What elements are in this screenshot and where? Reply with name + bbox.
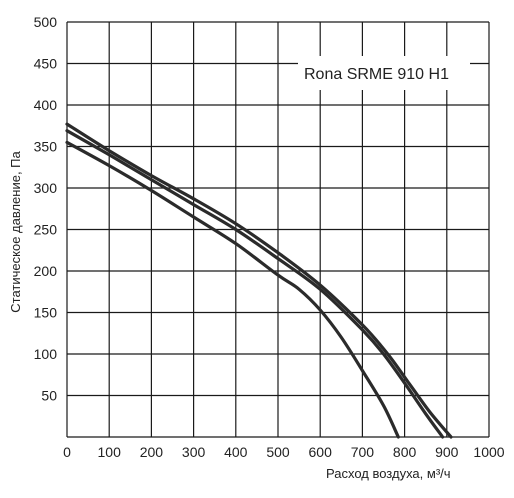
y-tick-label: 250 (34, 222, 58, 238)
x-tick-label: 800 (393, 444, 417, 460)
y-tick-label: 350 (34, 139, 58, 155)
y-tick-label: 300 (34, 180, 58, 196)
x-tick-label: 400 (224, 444, 248, 460)
x-tick-label: 100 (98, 444, 122, 460)
legend-box: Rona SRME 910 H1 (298, 56, 470, 90)
chart-title: Rona SRME 910 H1 (304, 66, 449, 83)
x-tick-label: 700 (351, 444, 375, 460)
x-axis-title: Расход воздуха, м³/ч (326, 466, 451, 481)
y-axis-title: Статическое давление, Па (8, 151, 23, 313)
y-tick-label: 400 (34, 97, 58, 113)
x-tick-label: 900 (435, 444, 459, 460)
x-tick-label: 500 (266, 444, 290, 460)
y-tick-label: 100 (34, 346, 58, 362)
y-tick-label: 200 (34, 263, 58, 279)
x-tick-label: 200 (140, 444, 164, 460)
curves (65, 122, 453, 439)
y-tick-label: 150 (34, 305, 58, 321)
curve-series-3 (65, 140, 400, 439)
curve-series-2 (65, 129, 445, 439)
x-tick-label: 600 (309, 444, 333, 460)
tick-labels: 0 100 200 300 400 500 600 700 800 900 1000 50 100 150… (34, 14, 505, 460)
x-tick-label: 300 (182, 444, 206, 460)
y-tick-label: 450 (34, 56, 58, 72)
curve-series-1 (65, 122, 453, 439)
x-tick-label: 0 (63, 444, 71, 460)
y-tick-label: 50 (41, 388, 57, 404)
y-tick-label: 500 (34, 14, 58, 30)
x-tick-label: 1000 (473, 444, 504, 460)
